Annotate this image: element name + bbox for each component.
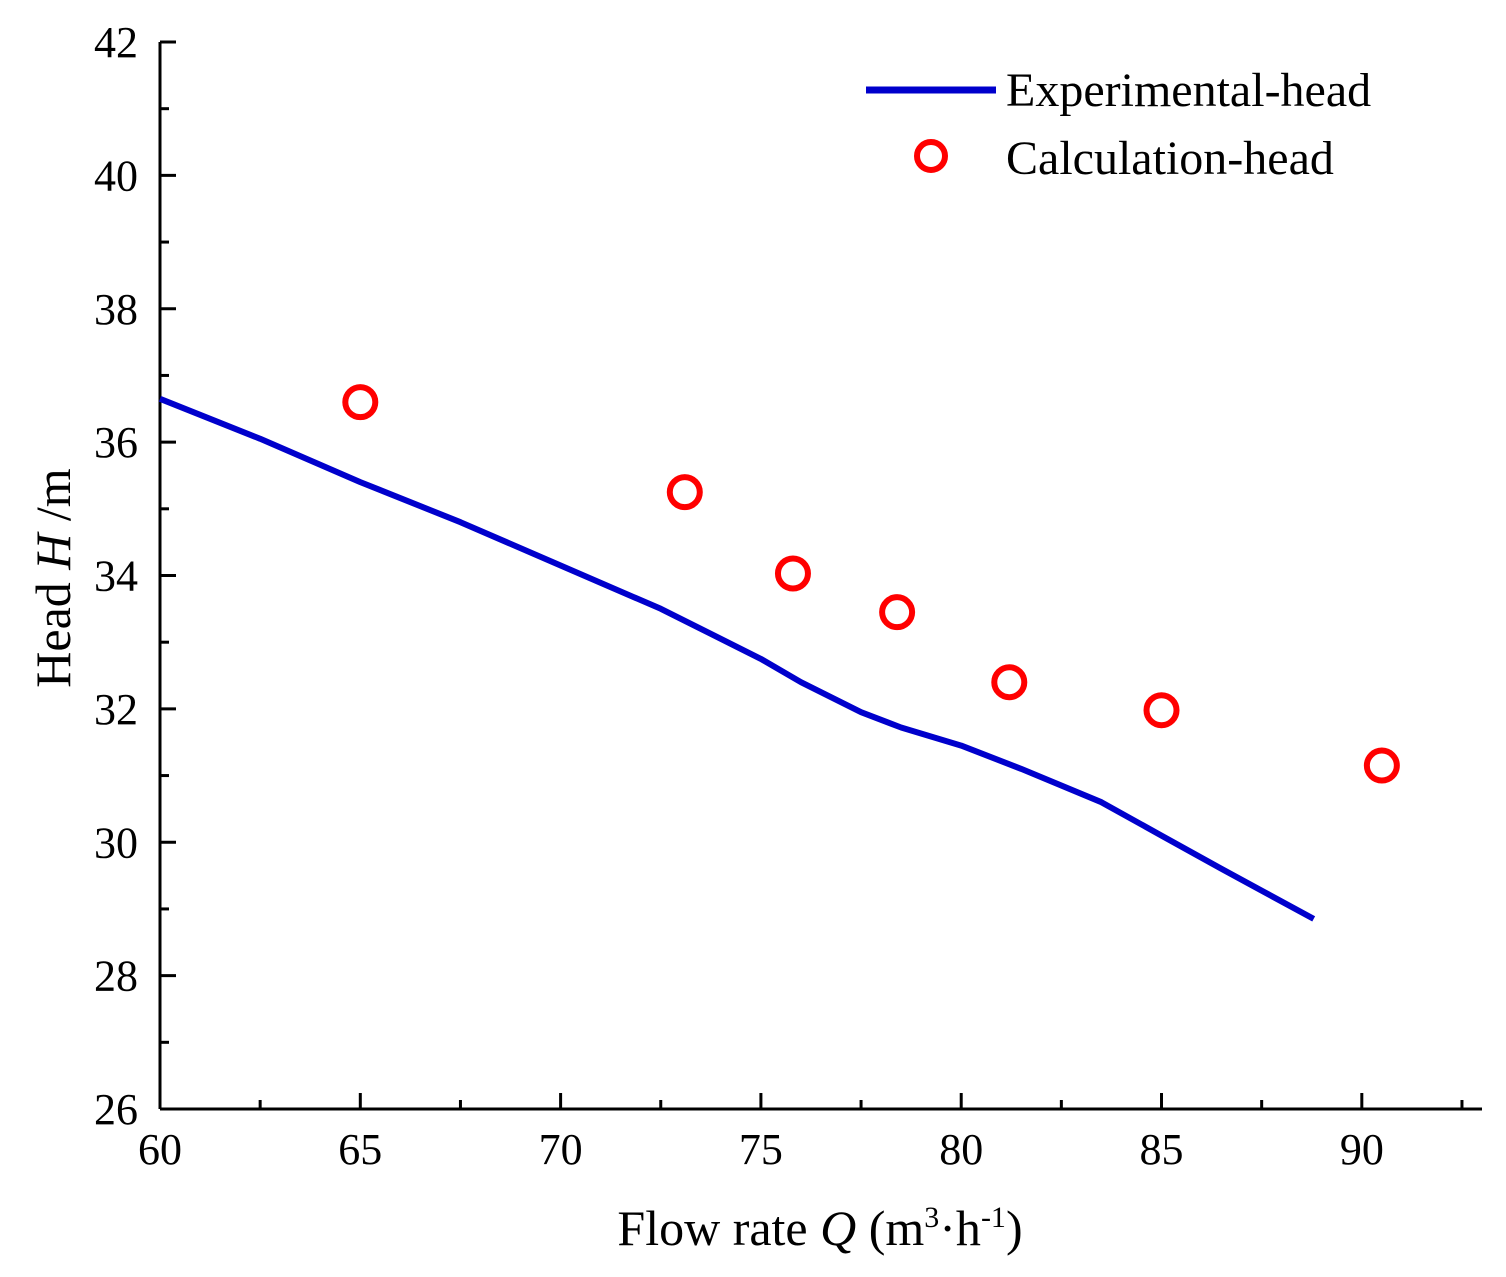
x-axis-title-sup1: 3: [924, 1201, 939, 1234]
legend-circle-swatch: [914, 139, 948, 173]
x-axis-title-sup2: -1: [981, 1201, 1006, 1234]
y-axis-ticks: 26 28 30 32 34 36 38 40 42: [94, 18, 176, 1134]
x-tick-label: 90: [1340, 1125, 1384, 1174]
y-tick-label: 26: [94, 1085, 138, 1134]
x-tick-label: 80: [939, 1125, 983, 1174]
legend-label-calculation: Calculation-head: [1006, 132, 1334, 185]
experimental-head-line: [158, 396, 1316, 922]
y-tick-label: 34: [94, 552, 138, 601]
series-layer: [158, 384, 1400, 922]
y-tick-label: 36: [94, 418, 138, 467]
y-axis-title-var: H: [25, 531, 81, 571]
x-tick-label: 85: [1140, 1125, 1184, 1174]
x-axis-title-var: Q: [820, 1200, 856, 1256]
x-tick-label: 75: [739, 1125, 783, 1174]
y-tick-label: 38: [94, 285, 138, 334]
y-tick-label: 28: [94, 952, 138, 1001]
x-tick-label: 60: [138, 1125, 182, 1174]
calculation-head-point: [666, 474, 703, 511]
x-axis-title-unit-open: (m: [856, 1200, 924, 1256]
calculation-head-point: [342, 384, 379, 421]
y-tick-label: 32: [94, 685, 138, 734]
legend-label-experimental: Experimental-head: [1006, 64, 1371, 117]
x-tick-label: 65: [338, 1125, 382, 1174]
axes: [158, 42, 1482, 1111]
legend: Experimental-head Calculation-head: [866, 64, 1371, 185]
y-axis-title-unit: /m: [25, 468, 81, 533]
calculation-head-point: [879, 594, 916, 631]
x-axis-title: Flow rate Q (m3·h-1): [617, 1200, 1022, 1256]
x-axis-title-prefix: Flow rate: [617, 1200, 820, 1256]
calculation-head-point: [1363, 747, 1400, 784]
y-axis-title: Head H /m: [25, 468, 81, 688]
y-tick-label: 30: [94, 818, 138, 867]
y-axis-title-prefix: Head: [25, 570, 81, 688]
calculation-head-point: [1143, 692, 1180, 729]
calculation-head-point: [991, 664, 1028, 701]
calculation-head-point: [774, 555, 811, 592]
y-tick-label: 42: [94, 18, 138, 67]
y-tick-label: 40: [94, 151, 138, 200]
x-axis-ticks: 60 65 70 75 80 85 90: [138, 1093, 1464, 1174]
x-axis-title-mid: ·h: [939, 1200, 981, 1256]
x-axis-title-unit-close: ): [1006, 1200, 1023, 1256]
x-tick-label: 70: [539, 1125, 583, 1174]
